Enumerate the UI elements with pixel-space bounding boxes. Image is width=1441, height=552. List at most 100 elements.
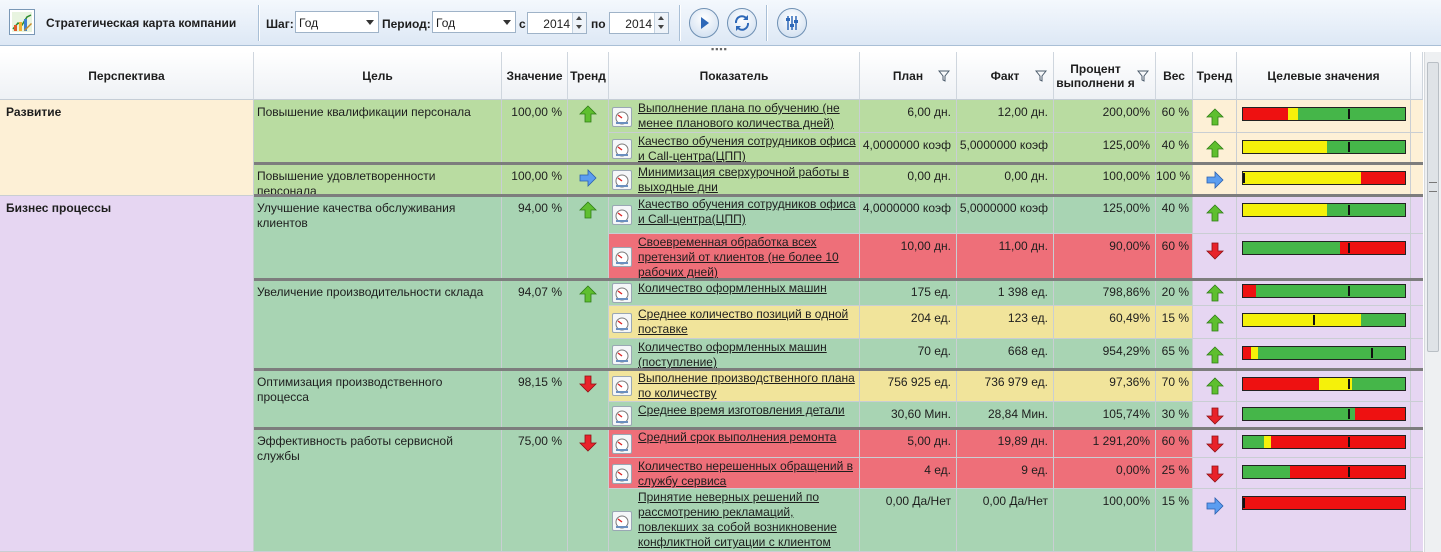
stepper-up-icon[interactable] [576, 16, 582, 20]
trend-up-icon [1206, 346, 1224, 364]
percent-value: 105,74% [1054, 402, 1156, 429]
goal-trend [568, 196, 609, 280]
strategy-map-icon [9, 9, 35, 35]
indicator-cell[interactable]: Принятие неверных решений по рассмотрени… [609, 489, 860, 552]
plan-value: 4 ед. [860, 458, 957, 489]
from-year-stepper[interactable]: 2014 [527, 12, 587, 34]
target-bar-marker [1348, 286, 1350, 296]
indicator-cell[interactable]: Среднее время изготовления детали [609, 402, 860, 429]
play-button[interactable] [689, 8, 719, 38]
header-value[interactable]: Значение [502, 52, 568, 100]
row-filler [1411, 100, 1423, 133]
indicator-cell[interactable]: Выполнение плана по обучению (не менее п… [609, 100, 860, 133]
target-bar-marker [1371, 348, 1373, 358]
target-bar-segment [1243, 314, 1362, 326]
settings-button[interactable] [777, 8, 807, 38]
indicator-cell[interactable]: Количество оформленных машин (поступлени… [609, 339, 860, 370]
indicator-link[interactable]: Средний срок выполнения ремонта [638, 430, 837, 444]
target-bar-marker [1313, 315, 1315, 325]
refresh-button[interactable] [727, 8, 757, 38]
target-values-cell [1237, 306, 1411, 339]
indicator-cell[interactable]: Своевременная обработка всех претензий о… [609, 234, 860, 280]
indicator-cell[interactable]: Количество нерешенных обращений в службу… [609, 458, 860, 489]
plan-value: 70 ед. [860, 339, 957, 370]
indicator-cell[interactable]: Качество обучения сотрудников офиса и Ca… [609, 196, 860, 234]
indicator-link[interactable]: Количество оформленных машин [638, 281, 827, 295]
header-plan[interactable]: План [860, 52, 957, 100]
header-perspective[interactable]: Перспектива [0, 52, 254, 100]
filter-icon[interactable] [1035, 70, 1047, 82]
weight-value: 60 % [1156, 234, 1193, 280]
indicator-link[interactable]: Количество оформленных машин (поступлени… [638, 340, 827, 369]
header-fact[interactable]: Факт [957, 52, 1054, 100]
target-bar [1242, 465, 1406, 479]
indicator-link[interactable]: Минимизация сверхурочной работы в выходн… [638, 165, 850, 194]
header-targets[interactable]: Целевые значения [1237, 52, 1411, 100]
header-percent[interactable]: Процент выполнени я [1054, 52, 1156, 100]
to-year-stepper[interactable]: 2014 [609, 12, 669, 34]
percent-value: 97,36% [1054, 370, 1156, 402]
indicator-gauge-icon [612, 464, 632, 484]
trend-up-icon [1206, 108, 1224, 126]
target-values-cell [1237, 133, 1411, 164]
plan-value: 756 925 ед. [860, 370, 957, 402]
to-year-value: 2014 [625, 17, 652, 31]
header-indicator[interactable]: Показатель [609, 52, 860, 100]
scrollbar-thumb[interactable] [1427, 62, 1439, 352]
header-trend2[interactable]: Тренд [1193, 52, 1237, 100]
indicator-cell[interactable]: Среднее количество позиций в одной поста… [609, 306, 860, 339]
percent-value: 1 291,20% [1054, 429, 1156, 458]
indicator-cell[interactable]: Минимизация сверхурочной работы в выходн… [609, 164, 860, 196]
target-bar-segment [1361, 172, 1405, 184]
header-plan-label: План [892, 68, 924, 83]
plan-value: 5,00 дн. [860, 429, 957, 458]
indicator-link[interactable]: Среднее время изготовления детали [638, 403, 845, 417]
indicator-link[interactable]: Количество нерешенных обращений в службу… [638, 459, 853, 488]
vertical-scrollbar[interactable] [1424, 52, 1441, 552]
target-bar [1242, 140, 1406, 154]
header-goal[interactable]: Цель [254, 52, 502, 100]
goal-value: 98,15 % [502, 370, 568, 429]
period-select[interactable]: Год [432, 11, 516, 33]
step-select[interactable]: Год [295, 11, 379, 33]
stepper-up-icon[interactable] [658, 16, 664, 20]
indicator-link[interactable]: Качество обучения сотрудников офиса и Ca… [638, 134, 856, 163]
indicator-cell[interactable]: Средний срок выполнения ремонта [609, 429, 860, 458]
stepper-down-icon[interactable] [658, 25, 664, 29]
indicator-cell[interactable]: Качество обучения сотрудников офиса и Ca… [609, 133, 860, 164]
stepper-buttons[interactable] [572, 13, 586, 33]
group-separator [254, 194, 1423, 197]
indicator-link[interactable]: Выполнение производственного плана по ко… [638, 371, 855, 400]
period-label: Период: [382, 17, 431, 31]
indicator-link[interactable]: Своевременная обработка всех претензий о… [638, 235, 839, 279]
stepper-down-icon[interactable] [576, 25, 582, 29]
indicator-gauge-icon [612, 283, 632, 303]
header-weight[interactable]: Вес [1156, 52, 1193, 100]
trend-up-icon [579, 285, 597, 303]
indicator-cell[interactable]: Выполнение производственного плана по ко… [609, 370, 860, 402]
toolbar: Стратегическая карта компании Шаг: Год П… [0, 0, 1441, 54]
indicator-link[interactable]: Принятие неверных решений по рассмотрени… [638, 490, 837, 549]
target-bar [1242, 377, 1406, 391]
goal-cell: Эффективность работы сервисной службы [254, 429, 502, 552]
trend-down-icon [579, 375, 597, 393]
indicator-link[interactable]: Среднее количество позиций в одной поста… [638, 307, 849, 336]
scrollbar-grip [1429, 182, 1437, 192]
filter-icon[interactable] [1137, 70, 1149, 82]
row-filler [1411, 458, 1423, 489]
fact-value: 5,0000000 коэф [957, 196, 1054, 234]
indicator-gauge-icon [612, 247, 632, 267]
indicator-cell[interactable]: Количество оформленных машин [609, 280, 860, 306]
filter-icon[interactable] [938, 70, 950, 82]
header-trend[interactable]: Тренд [568, 52, 609, 100]
percent-value: 125,00% [1054, 133, 1156, 164]
stepper-buttons[interactable] [654, 13, 668, 33]
indicator-gauge-icon [612, 107, 632, 127]
indicator-link[interactable]: Качество обучения сотрудников офиса и Ca… [638, 197, 856, 226]
splitter-grip[interactable]: ▪▪▪▪ [711, 44, 728, 54]
fact-value: 11,00 дн. [957, 234, 1054, 280]
percent-value: 954,29% [1054, 339, 1156, 370]
target-bar [1242, 171, 1406, 185]
indicator-trend [1193, 370, 1237, 402]
indicator-link[interactable]: Выполнение плана по обучению (не менее п… [638, 101, 840, 130]
